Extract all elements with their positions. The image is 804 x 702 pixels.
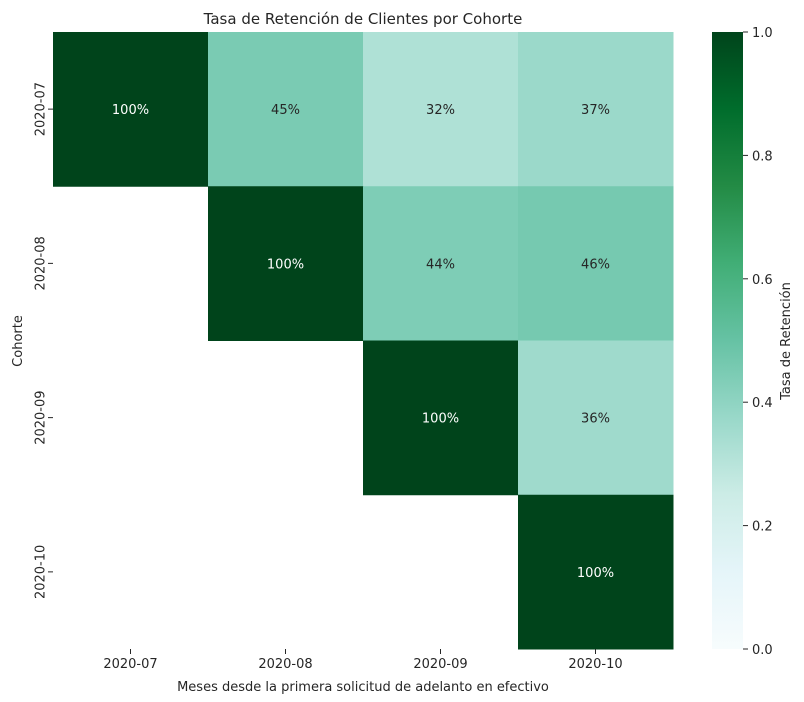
colorbar-tick-label: 0.6 [752,273,773,288]
heatmap-cell [363,340,519,496]
colorbar-tick-label: 0.0 [752,643,773,658]
heatmap-cell [53,32,209,187]
colorbar-tick-label: 0.4 [752,396,773,411]
cell-label: 46% [581,257,610,272]
heatmap-cell [363,32,519,187]
cell-label: 32% [426,103,455,118]
heatmap-cell [518,186,674,341]
y-axis-label: Cohorte [11,315,26,367]
colorbar [712,32,743,649]
cell-label: 45% [271,103,300,118]
y-axis: 2020-07 2020-08 2020-09 2020-10 [34,82,53,599]
colorbar-tick-label: 0.2 [752,520,773,535]
x-tick-label: 2020-10 [568,657,622,672]
heatmap-cell [518,340,674,496]
x-tick-label: 2020-09 [413,657,467,672]
heatmap-cell [518,494,674,650]
heatmap-cells: 100% 45% 32% 37% 100% 44% 46% 100% 36% 100% [53,32,674,650]
cell-label: 100% [577,566,614,581]
cell-label: 36% [581,412,610,427]
heatmap-cell [208,186,364,341]
chart-title: Tasa de Retención de Clientes por Cohort… [203,10,523,28]
colorbar-ticks: 0.0 0.2 0.4 0.6 0.8 1.0 [743,26,773,658]
heatmap-cell [208,32,364,187]
colorbar-label: Tasa de Retención [779,282,794,401]
y-tick-label: 2020-09 [34,390,49,444]
colorbar-tick-label: 1.0 [752,26,773,41]
x-axis-label: Meses desde la primera solicitud de adel… [177,680,549,695]
y-tick-label: 2020-07 [34,82,49,136]
cell-label: 100% [267,257,304,272]
y-tick-label: 2020-10 [34,545,49,599]
cell-label: 37% [581,103,610,118]
colorbar-tick-label: 0.8 [752,149,773,164]
x-tick-label: 2020-07 [103,657,157,672]
heatmap-cell [518,32,674,187]
heatmap-cell [363,186,519,341]
x-axis: 2020-07 2020-08 2020-09 2020-10 [103,649,623,672]
x-tick-label: 2020-08 [258,657,312,672]
cell-label: 44% [426,257,455,272]
cell-label: 100% [422,412,459,427]
cell-label: 100% [112,103,149,118]
y-tick-label: 2020-08 [34,236,49,290]
